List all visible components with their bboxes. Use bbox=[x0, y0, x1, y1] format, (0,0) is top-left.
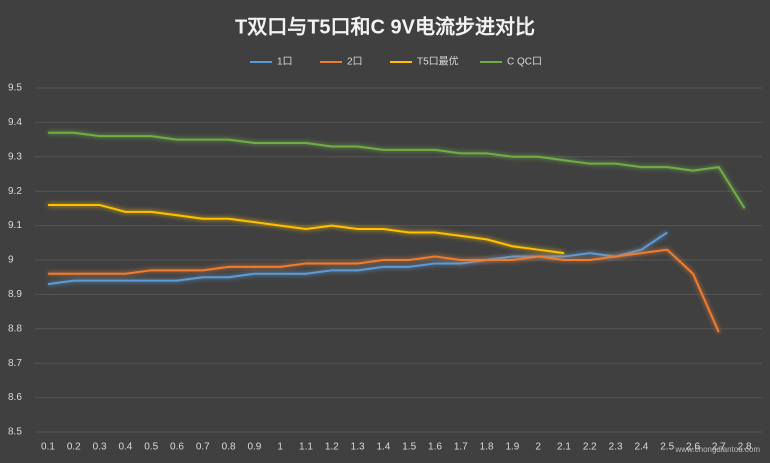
x-tick-label: 1.8 bbox=[480, 442, 494, 453]
x-tick-label: 0.4 bbox=[118, 442, 132, 453]
y-tick-label: 9.4 bbox=[8, 117, 22, 128]
legend-label: 1口 bbox=[277, 57, 293, 68]
y-tick-label: 9.1 bbox=[8, 220, 22, 231]
y-tick-label: 8.6 bbox=[8, 392, 22, 403]
x-tick-label: 1.2 bbox=[325, 442, 339, 453]
y-tick-label: 9.2 bbox=[8, 186, 22, 197]
x-tick-label: 0.5 bbox=[144, 442, 158, 453]
x-tick-label: 1 bbox=[277, 442, 283, 453]
series-line bbox=[48, 131, 746, 209]
x-tick-label: 0.8 bbox=[222, 442, 236, 453]
x-tick-label: 0.9 bbox=[247, 442, 261, 453]
x-tick-label: 1.4 bbox=[376, 442, 390, 453]
y-tick-label: 9.3 bbox=[8, 151, 22, 162]
chart-title: T双口与T5口和C 9V电流步进对比 bbox=[235, 14, 535, 38]
x-tick-label: 1.5 bbox=[402, 442, 416, 453]
x-tick-label: 0.1 bbox=[41, 442, 55, 453]
x-tick-label: 1.9 bbox=[505, 442, 519, 453]
x-tick-label: 2.2 bbox=[583, 442, 597, 453]
y-tick-label: 9.5 bbox=[8, 83, 22, 94]
series-line bbox=[47, 231, 668, 286]
x-tick-label: 0.7 bbox=[196, 442, 210, 453]
x-tick-label: 2.6 bbox=[686, 442, 700, 453]
legend-label: 2口 bbox=[347, 57, 363, 68]
x-tick-label: 2.8 bbox=[738, 442, 752, 453]
x-tick-label: 2.7 bbox=[712, 442, 726, 453]
legend-label: T5口最优 bbox=[417, 55, 459, 68]
y-tick-label: 8.8 bbox=[8, 323, 22, 334]
y-tick-label: 8.7 bbox=[8, 358, 22, 369]
y-tick-label: 8.5 bbox=[8, 427, 22, 438]
x-tick-label: 2 bbox=[535, 442, 541, 453]
x-tick-label: 1.6 bbox=[428, 442, 442, 453]
x-tick-label: 0.6 bbox=[170, 442, 184, 453]
y-tick-label: 9 bbox=[8, 255, 14, 266]
x-tick-label: 0.2 bbox=[67, 442, 81, 453]
x-tick-label: 2.4 bbox=[634, 442, 648, 453]
x-tick-label: 2.1 bbox=[557, 442, 571, 453]
series-line bbox=[48, 248, 720, 333]
x-tick-label: 1.1 bbox=[299, 442, 313, 453]
x-tick-label: 2.5 bbox=[660, 442, 674, 453]
watermark: www.chongdiantou.com bbox=[675, 445, 761, 454]
y-tick-label: 8.9 bbox=[8, 289, 22, 300]
series-line bbox=[48, 203, 565, 255]
legend-label: C QC口 bbox=[507, 57, 542, 68]
x-tick-label: 2.3 bbox=[609, 442, 623, 453]
x-tick-label: 0.3 bbox=[93, 442, 107, 453]
x-tick-label: 1.7 bbox=[454, 442, 468, 453]
x-tick-label: 1.3 bbox=[351, 442, 365, 453]
